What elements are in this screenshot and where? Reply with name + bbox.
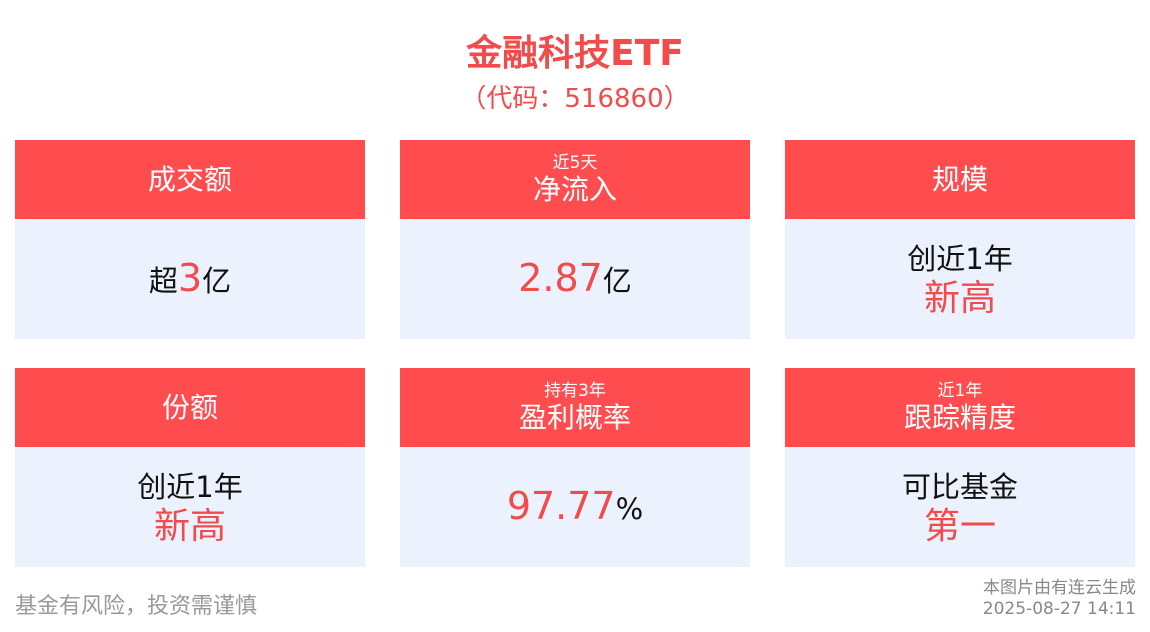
value-number: 97.77 [506, 483, 616, 528]
value-number: 3 [177, 255, 203, 300]
card-subtitle: 持有3年 [544, 380, 606, 401]
value-prefix: 创近1年 [907, 242, 1013, 276]
source-text: 本图片由有连云生成 [983, 578, 1136, 598]
card-body: 97.77% [400, 447, 750, 567]
value-prefix: 超 [148, 263, 178, 298]
metric-card: 份额创近1年 新高 [15, 368, 365, 567]
value-unit: 亿 [602, 263, 632, 298]
value-highlight: 新高 [923, 278, 996, 319]
card-value: 2.87亿 [518, 258, 632, 301]
card-body: 2.87亿 [400, 219, 750, 339]
card-title: 规模 [931, 162, 988, 196]
fund-code: （代码：516860） [460, 84, 690, 114]
value-unit: % [615, 491, 644, 526]
card-body: 创近1年 新高 [15, 447, 365, 567]
card-body: 可比基金 第一 [785, 447, 1135, 567]
card-header: 规模 [785, 140, 1135, 219]
card-body: 超3亿 [15, 219, 365, 339]
risk-disclaimer: 基金有风险，投资需谨慎 [15, 594, 258, 619]
card-value: 97.77% [507, 486, 643, 529]
value-prefix: 创近1年 [137, 470, 243, 504]
metric-card: 成交额超3亿 [15, 140, 365, 339]
metric-card: 规模创近1年 新高 [785, 140, 1135, 339]
source-note: 本图片由有连云生成 2025-08-27 14:11 [983, 578, 1136, 620]
value-highlight: 新高 [153, 506, 226, 547]
card-header: 持有3年 盈利概率 [400, 368, 750, 447]
card-value: 超3亿 [149, 258, 231, 301]
metric-card: 近1年 跟踪精度 可比基金 第一 [785, 368, 1135, 567]
card-title: 跟踪精度 [903, 400, 1016, 434]
value-highlight: 第一 [923, 506, 996, 547]
card-value: 可比基金 [902, 467, 1018, 507]
card-header: 近5天 净流入 [400, 140, 750, 219]
card-value: 创近1年 [907, 239, 1012, 279]
card-header: 份额 [15, 368, 365, 447]
value-number: 2.87 [518, 255, 603, 300]
timestamp: 2025-08-27 14:11 [982, 599, 1136, 619]
card-subtitle: 近5天 [552, 152, 598, 173]
card-value: 创近1年 [137, 467, 242, 507]
card-header: 成交额 [15, 140, 365, 219]
metric-card: 近5天 净流入 2.87亿 [400, 140, 750, 339]
page-title: 金融科技ETF [466, 33, 684, 74]
value-prefix: 可比基金 [901, 470, 1018, 504]
card-title: 成交额 [147, 162, 232, 196]
value-unit: 亿 [202, 263, 232, 298]
card-subtitle: 近1年 [937, 380, 983, 401]
card-title: 净流入 [532, 172, 617, 206]
card-title: 份额 [161, 390, 218, 424]
card-body: 创近1年 新高 [785, 219, 1135, 339]
metric-card: 持有3年 盈利概率 97.77% [400, 368, 750, 567]
card-title: 盈利概率 [518, 400, 631, 434]
card-header: 近1年 跟踪精度 [785, 368, 1135, 447]
